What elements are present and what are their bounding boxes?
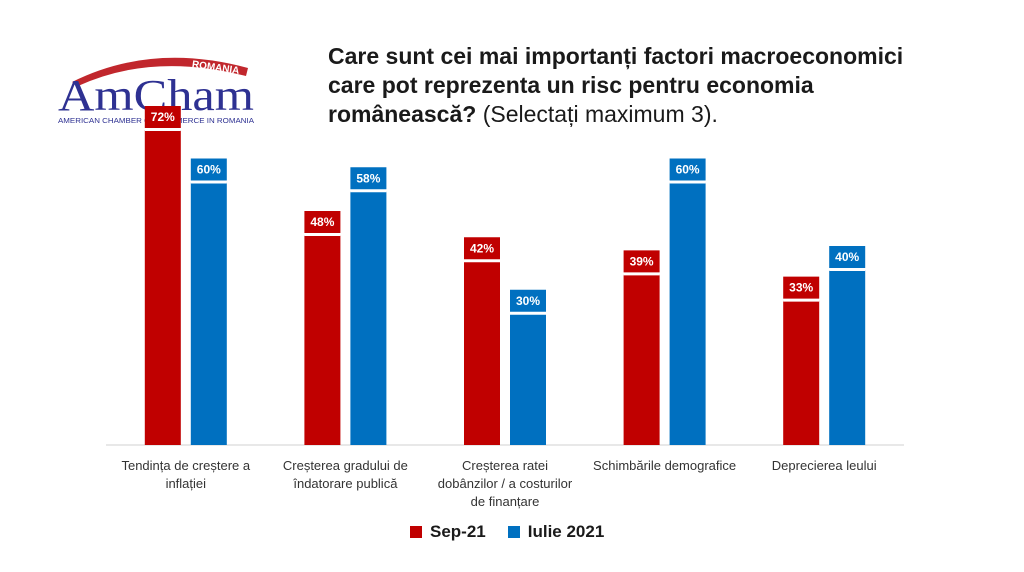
data-label-box xyxy=(783,276,820,299)
data-label: 60% xyxy=(197,163,221,177)
category-label: Creșterea gradului de îndatorare publică xyxy=(283,458,408,491)
legend-label-iulie2021: Iulie 2021 xyxy=(527,522,605,541)
logo-swoosh xyxy=(72,57,248,86)
data-label: 39% xyxy=(630,254,654,268)
bar-sep21-2 xyxy=(464,261,500,445)
data-label: 33% xyxy=(789,281,813,295)
data-label-box xyxy=(669,158,706,181)
bar-sep21-4 xyxy=(783,300,820,445)
data-label-box xyxy=(190,158,227,181)
data-label: 72% xyxy=(151,110,175,124)
title-line-3-bold: românească? xyxy=(328,101,477,127)
data-label: 40% xyxy=(835,250,859,264)
category-label: Schimbările demografice xyxy=(593,458,736,473)
data-label: 42% xyxy=(470,241,494,255)
bar-iulie2021-1 xyxy=(350,191,387,445)
category-label: Creșterea ratei dobânzilor / a costurilor… xyxy=(438,458,573,509)
title-line-3: românească? (Selectați maximum 3). xyxy=(328,100,988,129)
bar-iulie2021-4 xyxy=(829,270,866,445)
bar-sep21-0 xyxy=(144,130,181,445)
data-label-box xyxy=(144,106,181,128)
data-label-box xyxy=(623,250,660,273)
data-label: 58% xyxy=(356,171,380,185)
legend-swatch-iulie2021 xyxy=(507,526,520,538)
data-label: 60% xyxy=(676,163,700,177)
data-label-box xyxy=(464,237,500,260)
bar-sep21-3 xyxy=(623,274,660,445)
data-label: 48% xyxy=(310,215,334,229)
data-label-box xyxy=(350,167,387,190)
bar-iulie2021-3 xyxy=(669,182,706,445)
category-label: Tendința de creștere a inflației xyxy=(121,458,250,491)
title-line-2: care pot reprezenta un risc pentru econo… xyxy=(328,72,814,98)
data-label-box xyxy=(829,246,866,268)
bar-iulie2021-0 xyxy=(190,182,227,445)
chart-title: Care sunt cei mai importanți factori mac… xyxy=(328,42,988,129)
data-label-box xyxy=(304,211,341,233)
title-selection-note: (Selectați maximum 3). xyxy=(476,101,718,127)
bar-iulie2021-2 xyxy=(510,313,546,445)
legend-item-sep21: Sep-21 xyxy=(410,522,486,542)
legend-label-sep21: Sep-21 xyxy=(430,522,486,541)
legend-swatch-sep21 xyxy=(410,526,422,538)
category-label: Deprecierea leului xyxy=(772,458,877,473)
bar-sep21-1 xyxy=(304,235,341,445)
data-label: 30% xyxy=(516,294,540,308)
data-label-box xyxy=(510,289,546,312)
chart-legend: Sep-21 Iulie 2021 xyxy=(410,522,604,542)
legend-item-iulie2021: Iulie 2021 xyxy=(507,522,605,542)
title-line-1: Care sunt cei mai importanți factori mac… xyxy=(328,43,904,69)
